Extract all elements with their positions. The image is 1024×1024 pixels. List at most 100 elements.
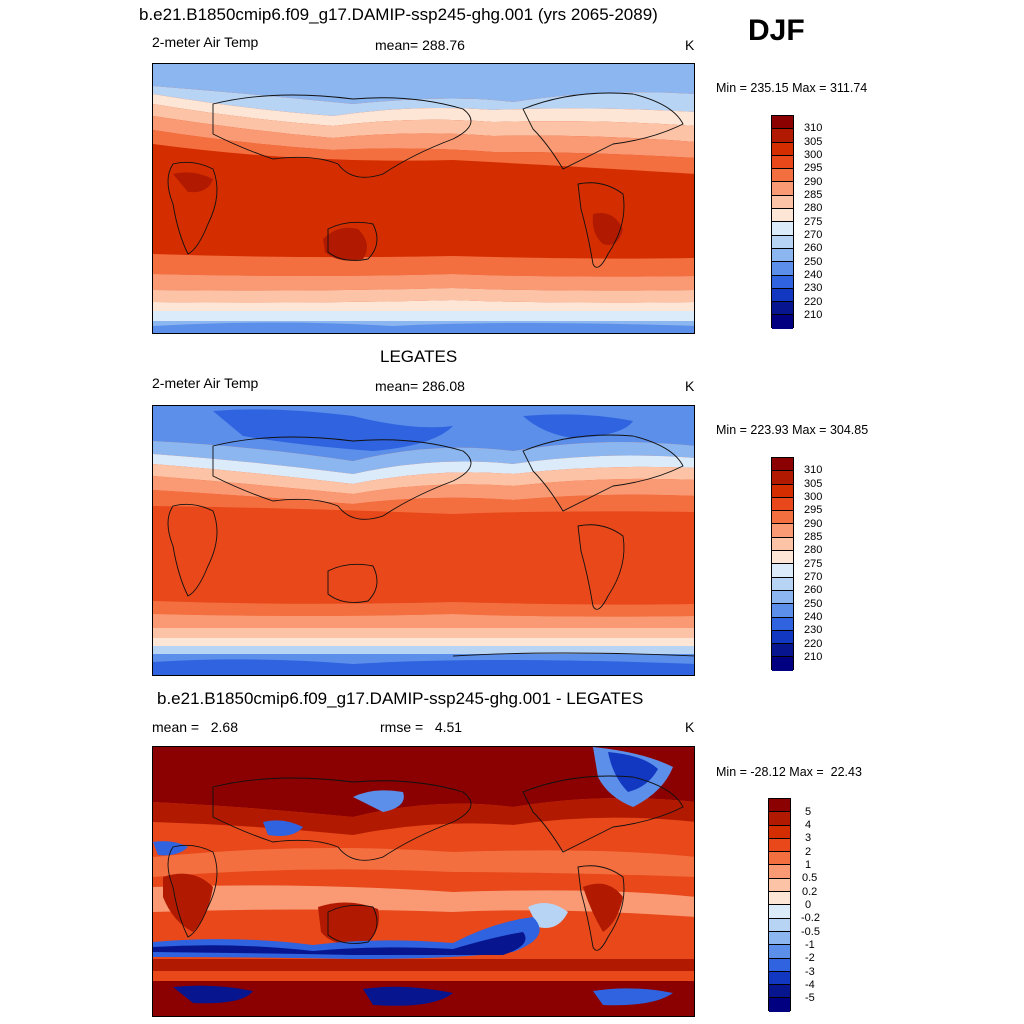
panel-3-colorbar-label: -1: [805, 939, 815, 951]
panel-1-colorbar: [771, 115, 794, 329]
panel-3-colorbar-bin: [769, 945, 790, 959]
panel-2-colorbar-bin: [772, 577, 793, 591]
panel-2-colorbar-bin: [772, 551, 793, 565]
panel-3-minmax: Min = -28.12 Max = 22.43: [716, 765, 862, 779]
panel-1-colorbar-bin: [772, 169, 793, 183]
panel-1-colorbar-label: 310: [804, 122, 823, 134]
panel-3-colorbar-bin: [769, 905, 790, 919]
panel-3-colorbar-label: 2: [805, 846, 812, 858]
panel-3-colorbar-bin: [769, 985, 790, 999]
panel-2-colorbar-label: 230: [804, 624, 823, 636]
panel-1-colorbar-bin: [772, 116, 793, 130]
panel-3-colorbar-label: -5: [805, 992, 815, 1004]
panel-1-colorbar-bin: [772, 142, 793, 156]
panel-2-colorbar-label: 310: [804, 464, 823, 476]
season-label: DJF: [748, 14, 805, 47]
panel-3-colorbar-bin: [769, 931, 790, 946]
panel-3-difference-field: [153, 747, 694, 1016]
panel-1-colorbar-label: 295: [804, 162, 823, 174]
panel-2-colorbar-bin: [772, 537, 793, 552]
panel-2-units: K: [685, 378, 695, 394]
panel-3-colorbar-bin: [769, 865, 790, 879]
panel-2-minmax: Min = 223.93 Max = 304.85: [716, 423, 869, 437]
panel-1-colorbar-bin: [772, 262, 793, 276]
panel-2-colorbar-label: 275: [804, 558, 823, 570]
panel-3-colorbar-label: 1: [805, 859, 812, 871]
panel-3-colorbar-bin: [769, 838, 790, 853]
panel-1-colorbar-bin: [772, 275, 793, 289]
panel-2-colorbar-bin: [772, 471, 793, 485]
panel-2-colorbar-bin: [772, 604, 793, 618]
panel-1-colorbar-bin: [772, 222, 793, 236]
panel-1-colorbar-bin: [772, 129, 793, 143]
panel-3-mean-label: mean = 2.68: [152, 719, 239, 735]
panel-3-units: K: [685, 719, 695, 735]
panel-3-colorbar-label: -0.5: [801, 926, 820, 938]
panel-3-colorbar: [768, 798, 791, 1012]
panel-1-colorbar-bin: [772, 288, 793, 303]
panel-3-colorbar-label: 0.2: [802, 886, 818, 898]
panel-2-colorbar-label: 250: [804, 598, 823, 610]
panel-3-colorbar-label: 0.5: [802, 872, 818, 884]
panel-3-colorbar-label: -4: [805, 979, 815, 991]
panel-1-minmax: Min = 235.15 Max = 311.74: [716, 81, 868, 95]
panel-2-map: [152, 405, 695, 676]
panel-2-colorbar-bin: [772, 617, 793, 631]
panel-3-colorbar-label: 3: [805, 832, 812, 844]
panel-3-rmse-label: rmse = 4.51: [380, 719, 463, 735]
panel-2-colorbar: [771, 457, 794, 671]
panel-2-colorbar-label: 290: [804, 518, 823, 530]
panel-2-colorbar-bin: [772, 484, 793, 498]
panel-2-colorbar-bin: [772, 564, 793, 578]
panel-3-colorbar-bin: [769, 971, 790, 986]
panel-3-colorbar-bin: [769, 799, 790, 813]
panel-1-colorbar-label: 210: [804, 309, 823, 321]
panel-2-colorbar-bin: [772, 524, 793, 538]
panel-1-colorbar-label: 290: [804, 176, 823, 188]
panel-1-colorbar-label: 260: [804, 242, 823, 254]
panel-2-colorbar-bin: [772, 644, 793, 658]
panel-1-colorbar-label: 220: [804, 296, 823, 308]
panel-1-colorbar-bin: [772, 182, 793, 196]
panel-3-colorbar-label: 0: [805, 899, 812, 911]
panel-3-colorbar-bin: [769, 998, 790, 1012]
panel-1-colorbar-label: 270: [804, 229, 823, 241]
panel-1-variable-label: 2-meter Air Temp: [152, 34, 259, 50]
panel-1-colorbar-label: 230: [804, 282, 823, 294]
panel-1-colorbar-bin: [772, 235, 793, 249]
panel-1-colorbar-label: 285: [804, 189, 823, 201]
panel-2-colorbar-bin: [772, 511, 793, 525]
panel-3-colorbar-label: 4: [805, 819, 812, 831]
panel-2-colorbar-bin: [772, 630, 793, 645]
panel-3-colorbar-bin: [769, 812, 790, 826]
panel-1-colorbar-label: 275: [804, 216, 823, 228]
panel-3-colorbar-bin: [769, 892, 790, 906]
panel-3-colorbar-label: -0.2: [801, 912, 820, 924]
panel-3-colorbar-label: -3: [805, 966, 815, 978]
panel-2-colorbar-label: 285: [804, 531, 823, 543]
panel-2-colorbar-bin: [772, 590, 793, 605]
panel-3-map: [152, 746, 695, 1017]
panel-3-colorbar-bin: [769, 958, 790, 972]
panel-1-colorbar-label: 240: [804, 269, 823, 281]
panel-3-colorbar-label: -2: [805, 952, 815, 964]
panel-3-colorbar-label: 5: [805, 806, 812, 818]
panel-2-colorbar-label: 295: [804, 504, 823, 516]
panel-1-colorbar-label: 280: [804, 202, 823, 214]
panel-2-colorbar-bin: [772, 657, 793, 671]
panel-3-colorbar-bin: [769, 878, 790, 893]
panel-2-colorbar-label: 300: [804, 491, 823, 503]
panel-2-colorbar-label: 280: [804, 544, 823, 556]
panel-3-colorbar-bin: [769, 852, 790, 866]
panel-1-colorbar-bin: [772, 209, 793, 223]
panel-2-mean-label: mean= 286.08: [375, 378, 465, 394]
panel-2-colorbar-label: 260: [804, 584, 823, 596]
panel-3-colorbar-bin: [769, 825, 790, 839]
panel-2-colorbar-label: 210: [804, 651, 823, 663]
panel-1-colorbar-label: 305: [804, 136, 823, 148]
panel-1-colorbar-bin: [772, 195, 793, 210]
panel-2-title: LEGATES: [380, 347, 458, 366]
panel-2-colorbar-label: 270: [804, 571, 823, 583]
panel-1-colorbar-label: 300: [804, 149, 823, 161]
panel-1-colorbar-bin: [772, 315, 793, 329]
